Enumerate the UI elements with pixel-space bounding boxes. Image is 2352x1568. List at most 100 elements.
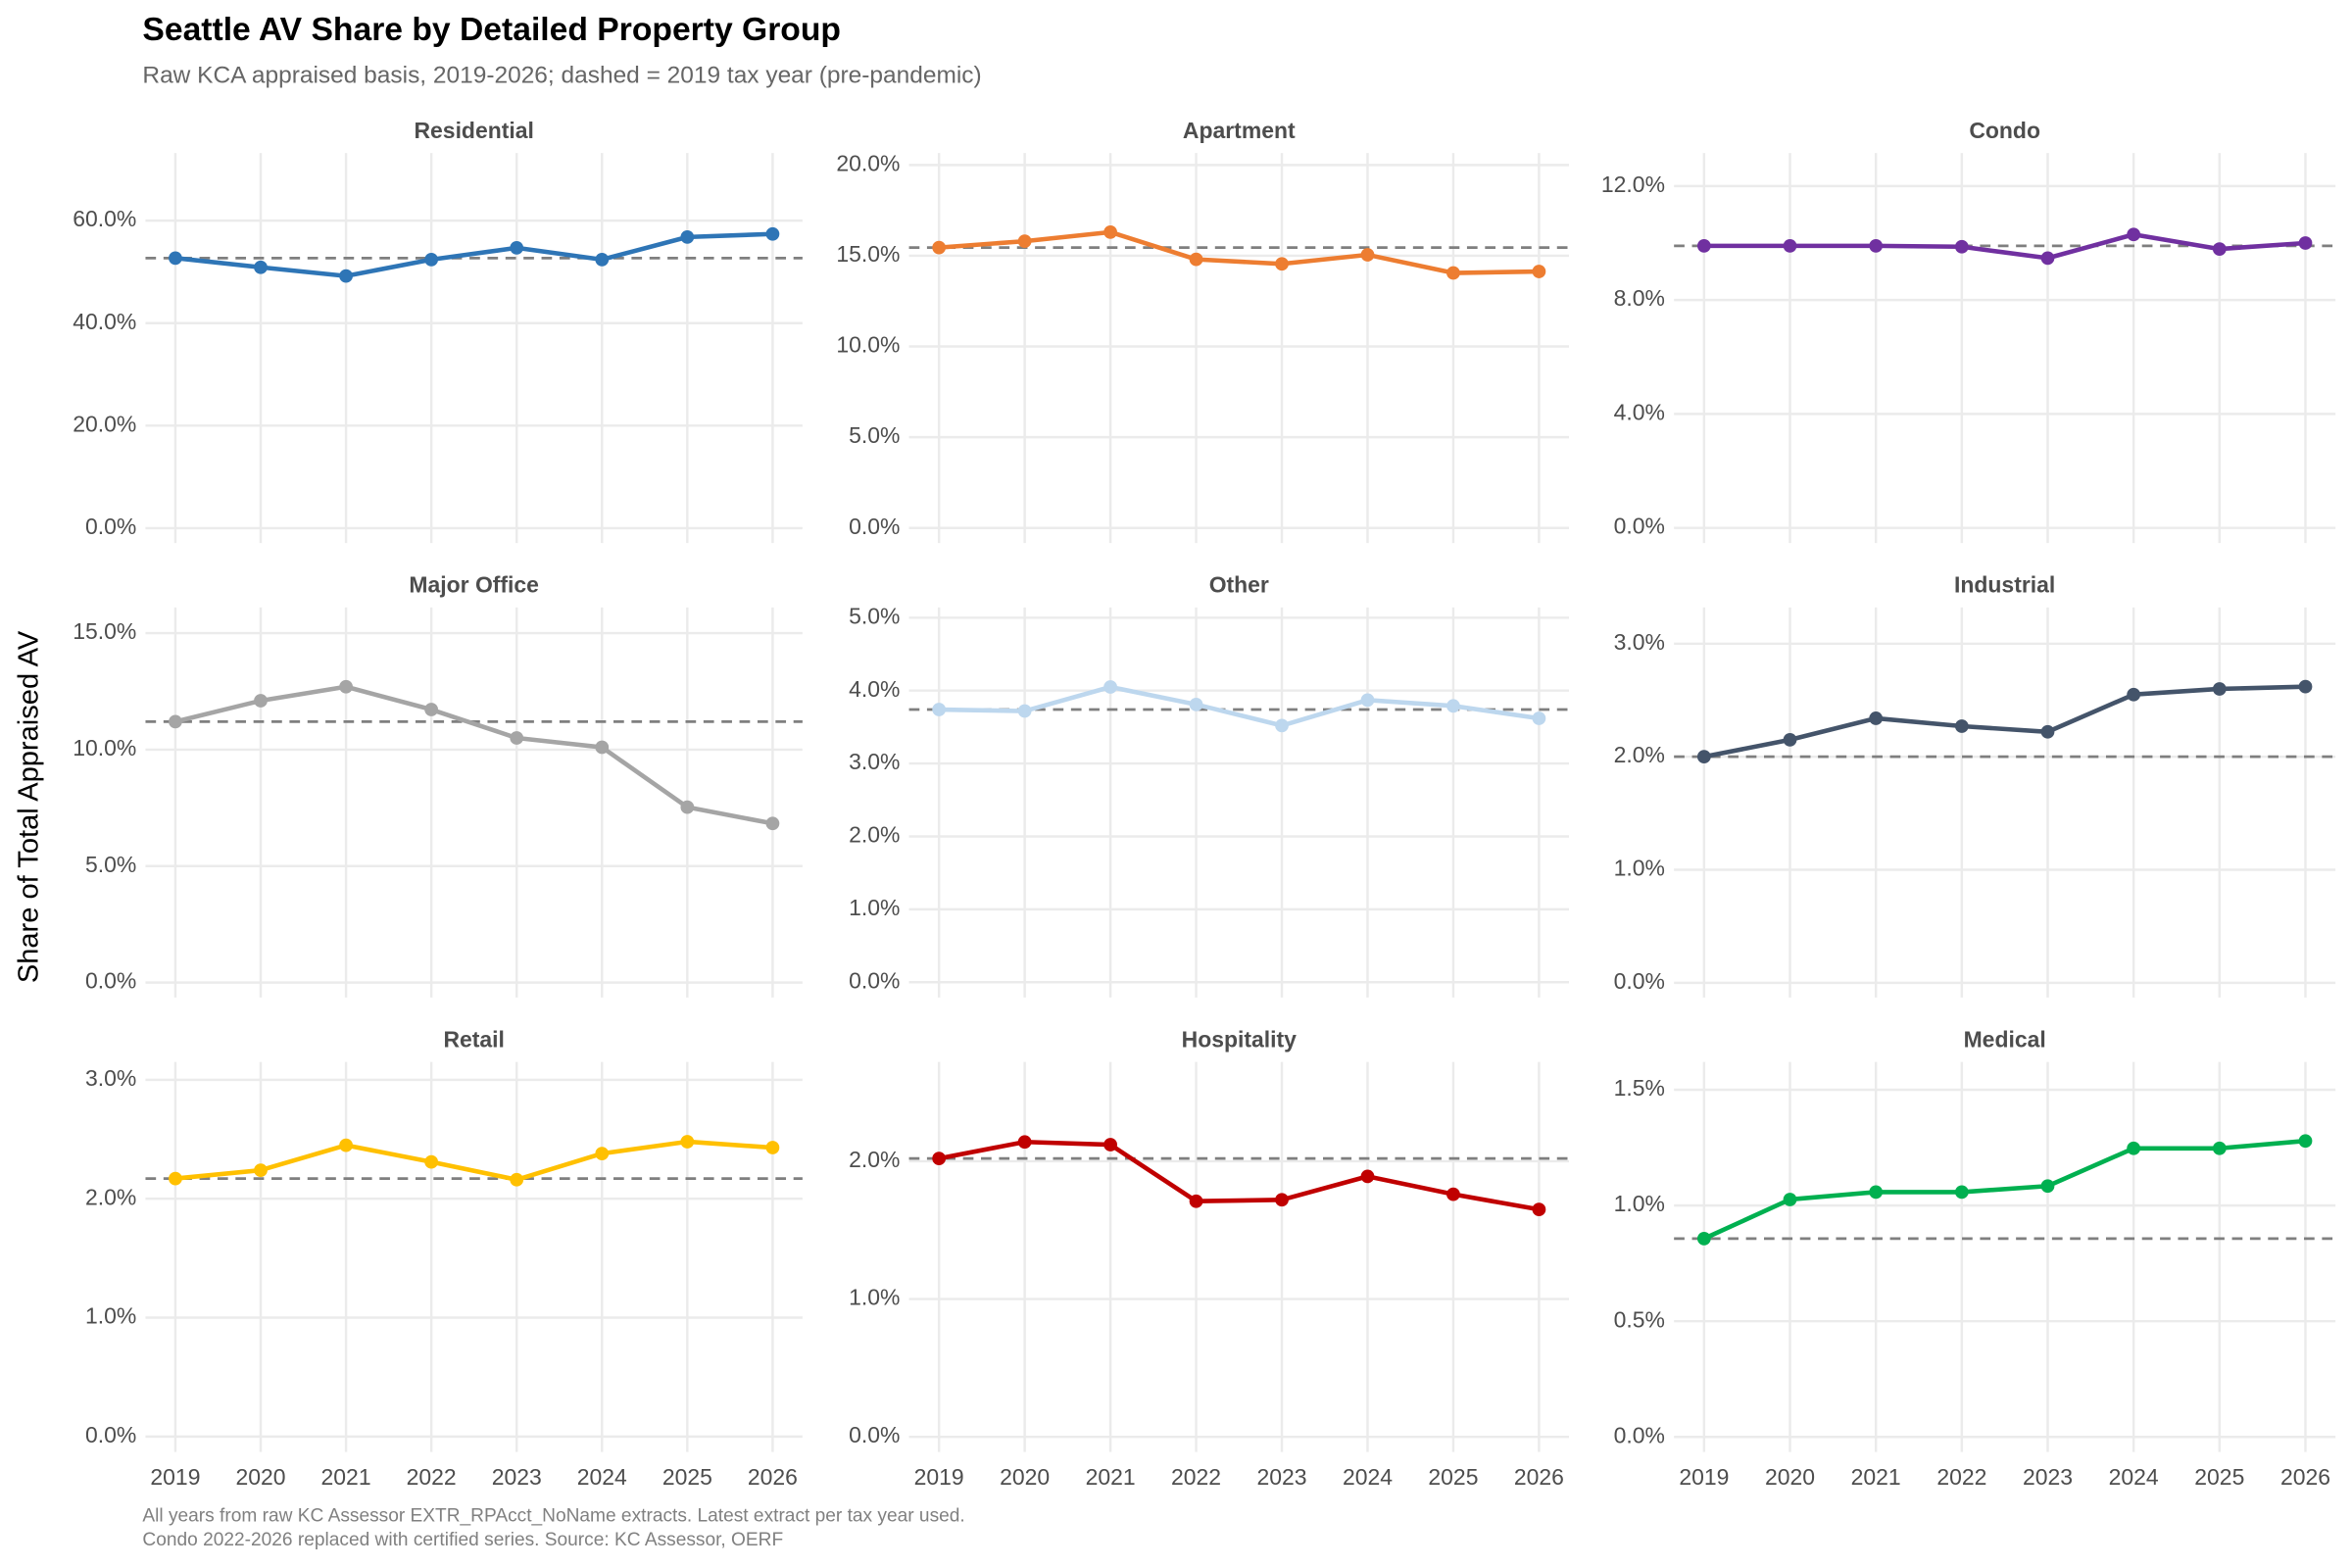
data-point <box>765 1141 780 1154</box>
y-tick-label: 5.0% <box>85 852 136 877</box>
data-point <box>1783 1193 1797 1206</box>
panel-title: Apartment <box>1183 118 1296 143</box>
data-point <box>1954 1185 1969 1200</box>
data-point <box>2127 227 2141 242</box>
y-tick-label: 0.0% <box>1614 1422 1665 1447</box>
data-point <box>2298 1134 2313 1149</box>
panel-title: Industrial <box>1954 572 2055 598</box>
data-point <box>932 240 947 255</box>
y-tick-label: 1.0% <box>1614 1191 1665 1216</box>
data-point <box>1103 224 1117 239</box>
panel-title: Medical <box>1964 1026 2046 1052</box>
data-point <box>1869 1185 1884 1200</box>
data-point <box>1954 239 1969 254</box>
x-tick-label: 2020 <box>1000 1464 1050 1490</box>
caption: All years from raw KC Assessor EXTR_RPAc… <box>142 1505 964 1526</box>
data-point <box>1696 750 1711 764</box>
data-point <box>1103 680 1117 694</box>
y-tick-label: 1.0% <box>849 1285 900 1310</box>
data-point <box>1360 248 1375 262</box>
panel-title: Other <box>1209 572 1269 598</box>
data-point <box>595 253 610 267</box>
series-line <box>1703 231 2306 261</box>
x-tick-label: 2023 <box>2023 1464 2073 1490</box>
y-tick-label: 40.0% <box>73 309 136 334</box>
x-tick-label: 2019 <box>914 1464 964 1490</box>
x-tick-label: 2023 <box>1257 1464 1307 1490</box>
data-point <box>339 269 353 283</box>
data-point <box>1360 1169 1375 1184</box>
data-point <box>595 1147 610 1160</box>
x-tick-label: 2020 <box>235 1464 285 1490</box>
data-point <box>2212 682 2227 696</box>
data-point <box>1189 697 1203 711</box>
data-point <box>1869 239 1884 253</box>
y-tick-label: 0.0% <box>85 514 136 539</box>
data-point <box>2127 1141 2141 1155</box>
x-tick-label: 2026 <box>1514 1464 1564 1490</box>
series-line <box>174 684 773 826</box>
x-tick-label: 2022 <box>1936 1464 1986 1490</box>
panel-title: Hospitality <box>1182 1026 1297 1052</box>
data-point <box>1189 1194 1203 1208</box>
x-tick-label: 2024 <box>577 1464 627 1490</box>
data-point <box>1869 711 1884 725</box>
y-tick-label: 2.0% <box>849 822 900 848</box>
chart-subtitle: Raw KCA appraised basis, 2019-2026; dash… <box>142 63 981 89</box>
series-line <box>1702 1138 2306 1241</box>
data-point <box>510 1172 524 1187</box>
data-point <box>1696 239 1711 253</box>
y-tick-label: 0.0% <box>849 967 900 993</box>
data-point <box>595 740 610 755</box>
series-line <box>939 684 1540 728</box>
data-point <box>1446 266 1460 280</box>
y-tick-label: 8.0% <box>1614 285 1665 311</box>
y-tick-label: 5.0% <box>849 422 900 448</box>
data-point <box>1017 1135 1032 1150</box>
data-point <box>1103 1138 1117 1152</box>
x-tick-label: 2022 <box>1171 1464 1221 1490</box>
data-point <box>1275 257 1289 271</box>
y-tick-label: 3.0% <box>849 749 900 774</box>
series-line <box>174 1139 773 1183</box>
data-point <box>510 731 524 745</box>
data-point <box>1189 252 1203 267</box>
data-point <box>1532 711 1546 725</box>
y-tick-label: 20.0% <box>73 411 136 436</box>
data-point <box>169 251 182 266</box>
data-point <box>254 260 268 274</box>
data-point <box>2298 236 2313 250</box>
data-point <box>339 679 353 694</box>
data-point <box>2212 1141 2227 1155</box>
y-tick-label: 0.0% <box>85 968 136 994</box>
y-tick-label: 0.0% <box>1614 968 1665 994</box>
y-tick-label: 0.0% <box>85 1422 136 1447</box>
data-point <box>680 800 695 814</box>
data-point <box>1954 719 1969 733</box>
data-point <box>2040 1179 2055 1194</box>
panel-title: Condo <box>1969 118 2040 143</box>
x-tick-label: 2021 <box>1851 1464 1901 1490</box>
y-tick-label: 3.0% <box>85 1065 136 1091</box>
y-tick-label: 0.0% <box>849 1422 900 1447</box>
data-point <box>1275 718 1289 733</box>
data-point <box>1017 234 1032 249</box>
data-point <box>932 703 947 716</box>
data-point <box>169 1171 182 1186</box>
data-point <box>424 253 439 267</box>
data-point <box>2040 724 2055 739</box>
panel-title: Retail <box>443 1026 504 1052</box>
y-tick-label: 1.0% <box>1614 856 1665 881</box>
y-tick-label: 0.5% <box>1614 1306 1665 1332</box>
data-point <box>765 816 780 831</box>
panel-title: Residential <box>414 118 533 143</box>
data-point <box>680 1135 695 1149</box>
y-tick-label: 20.0% <box>836 150 900 175</box>
series-line <box>1703 684 2306 760</box>
series-line <box>174 231 773 278</box>
x-tick-label: 2022 <box>407 1464 457 1490</box>
data-point <box>339 1138 353 1152</box>
x-tick-label: 2026 <box>2280 1464 2330 1490</box>
